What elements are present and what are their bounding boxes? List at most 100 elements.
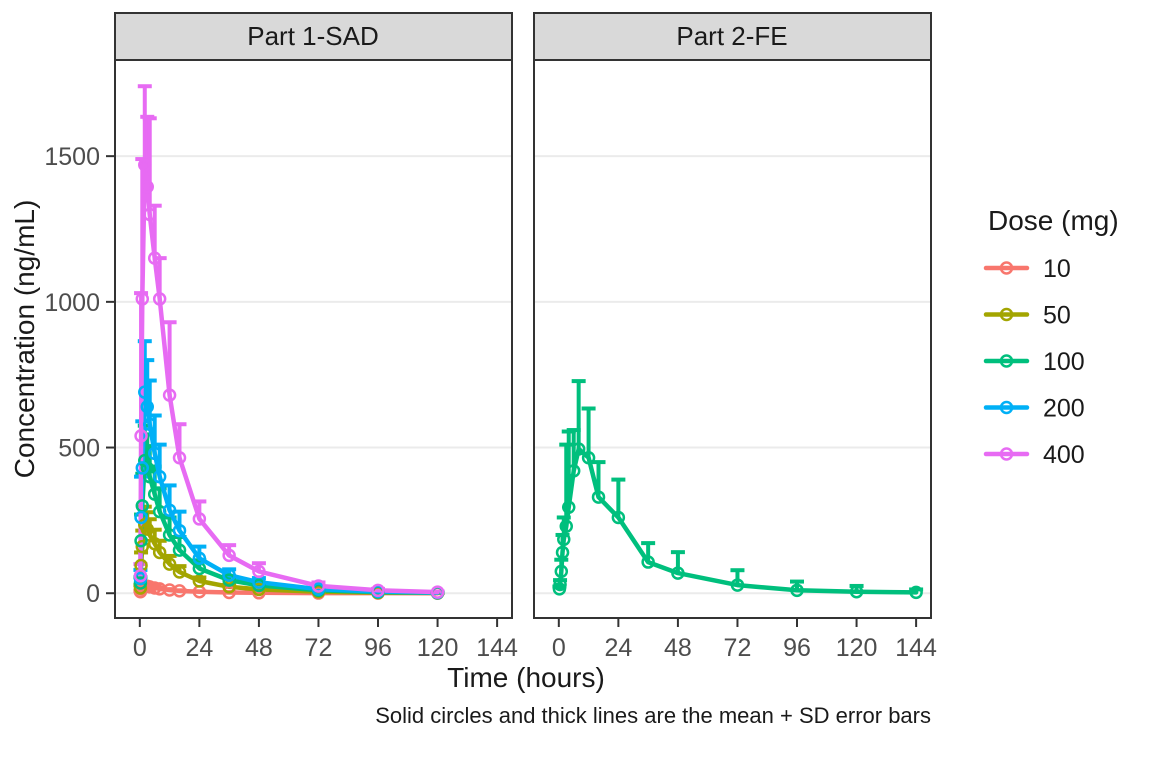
x-tick-label: 120 — [836, 634, 878, 662]
data-point — [135, 292, 150, 306]
data-point — [559, 519, 574, 533]
data-point — [152, 292, 167, 306]
data-point — [172, 450, 187, 465]
data-point — [162, 388, 177, 402]
panel1-data-layer — [133, 84, 445, 600]
data-point — [152, 545, 167, 560]
data-point — [566, 464, 581, 478]
data-point — [557, 532, 571, 547]
data-point — [162, 503, 177, 517]
x-tick-label: 48 — [664, 634, 692, 662]
legend-key-circle-10 — [999, 261, 1014, 275]
data-point — [135, 461, 150, 475]
legend-key-circle-100 — [999, 354, 1014, 368]
data-point — [430, 585, 445, 599]
data-point — [138, 158, 152, 172]
axis-ticks-and-labels: 0 24 48 72 96 120 144 0 24 48 72 96 120 144 0 500 1000 15… — [44, 143, 937, 662]
panel2-background — [534, 60, 931, 618]
x-tick-label: 0 — [552, 634, 566, 662]
x-tick-label: 72 — [305, 634, 333, 662]
panel2-data-layer — [552, 379, 924, 600]
data-point — [133, 576, 148, 590]
data-point — [192, 551, 207, 566]
y-axis-title: Concentration (ng/mL) — [9, 200, 40, 479]
x-tick-label: 144 — [476, 634, 518, 662]
x-tick-label: 24 — [185, 634, 213, 662]
data-point — [730, 578, 745, 592]
data-point — [371, 583, 385, 598]
data-point — [140, 180, 155, 194]
x-tick-label: 72 — [724, 634, 752, 662]
y-tick-label: 500 — [58, 435, 100, 463]
data-point — [222, 585, 236, 600]
legend-item-label: 100 — [1043, 348, 1085, 376]
y-tick-label: 0 — [86, 580, 100, 608]
data-point — [192, 512, 207, 526]
x-axis-title: Time (hours) — [447, 662, 605, 693]
facet-strip-part1 — [114, 12, 513, 61]
data-point — [571, 442, 586, 456]
data-point — [553, 577, 567, 592]
data-point — [252, 564, 266, 579]
data-point — [147, 487, 162, 501]
legend-item-label: 400 — [1043, 441, 1085, 469]
data-point — [172, 523, 187, 538]
data-point — [133, 568, 148, 583]
data-point — [611, 510, 626, 525]
data-point — [192, 574, 207, 588]
panel1-border — [114, 59, 513, 619]
series-line-400 — [138, 162, 440, 595]
data-point — [909, 585, 923, 600]
y-tick-label: 1500 — [44, 143, 100, 171]
data-point — [222, 568, 236, 582]
legend-items: 10 50 100 200 400 — [983, 255, 1085, 469]
data-point — [561, 500, 576, 515]
data-point — [147, 446, 162, 461]
legend-title: Dose (mg) — [988, 205, 1119, 236]
x-tick-label: 96 — [783, 634, 811, 662]
data-point — [581, 450, 596, 465]
x-tick-label: 24 — [604, 634, 632, 662]
data-point — [252, 582, 266, 597]
data-point — [172, 584, 187, 598]
data-point — [138, 385, 152, 399]
data-point — [142, 417, 157, 431]
legend-item-label: 10 — [1043, 255, 1071, 283]
x-tick-label: 144 — [895, 634, 937, 662]
figure-caption: Solid circles and thick lines are the me… — [375, 703, 931, 728]
data-point — [147, 581, 162, 595]
data-point — [162, 557, 177, 571]
data-point — [790, 583, 804, 598]
data-point — [134, 534, 148, 548]
data-point — [134, 429, 148, 443]
facet-strip-part2 — [533, 12, 932, 61]
data-point — [311, 579, 326, 593]
data-point — [152, 469, 167, 484]
data-point — [222, 573, 236, 587]
x-tick-label: 96 — [364, 634, 392, 662]
data-point — [591, 490, 606, 504]
data-point — [172, 565, 187, 579]
x-tick-label: 0 — [133, 634, 147, 662]
data-point — [172, 543, 187, 557]
x-tick-label: 48 — [245, 634, 273, 662]
data-point — [222, 548, 236, 563]
legend-key-circle-400 — [999, 447, 1014, 461]
data-point — [147, 251, 162, 265]
data-point — [138, 453, 152, 468]
legend-item-label: 200 — [1043, 395, 1085, 423]
facet-strip-label-part2: Part 2-FE — [676, 21, 787, 51]
x-tick-label: 120 — [417, 634, 459, 662]
data-point — [641, 555, 655, 569]
data-point — [671, 566, 685, 580]
data-point — [134, 510, 148, 525]
data-point — [140, 399, 155, 414]
data-point — [135, 539, 150, 554]
facet-strip-label-part1: Part 1-SAD — [247, 21, 379, 51]
data-point — [555, 545, 570, 560]
y-tick-label: 1000 — [44, 289, 100, 317]
legend-key-circle-200 — [999, 400, 1014, 415]
data-point — [554, 564, 569, 579]
